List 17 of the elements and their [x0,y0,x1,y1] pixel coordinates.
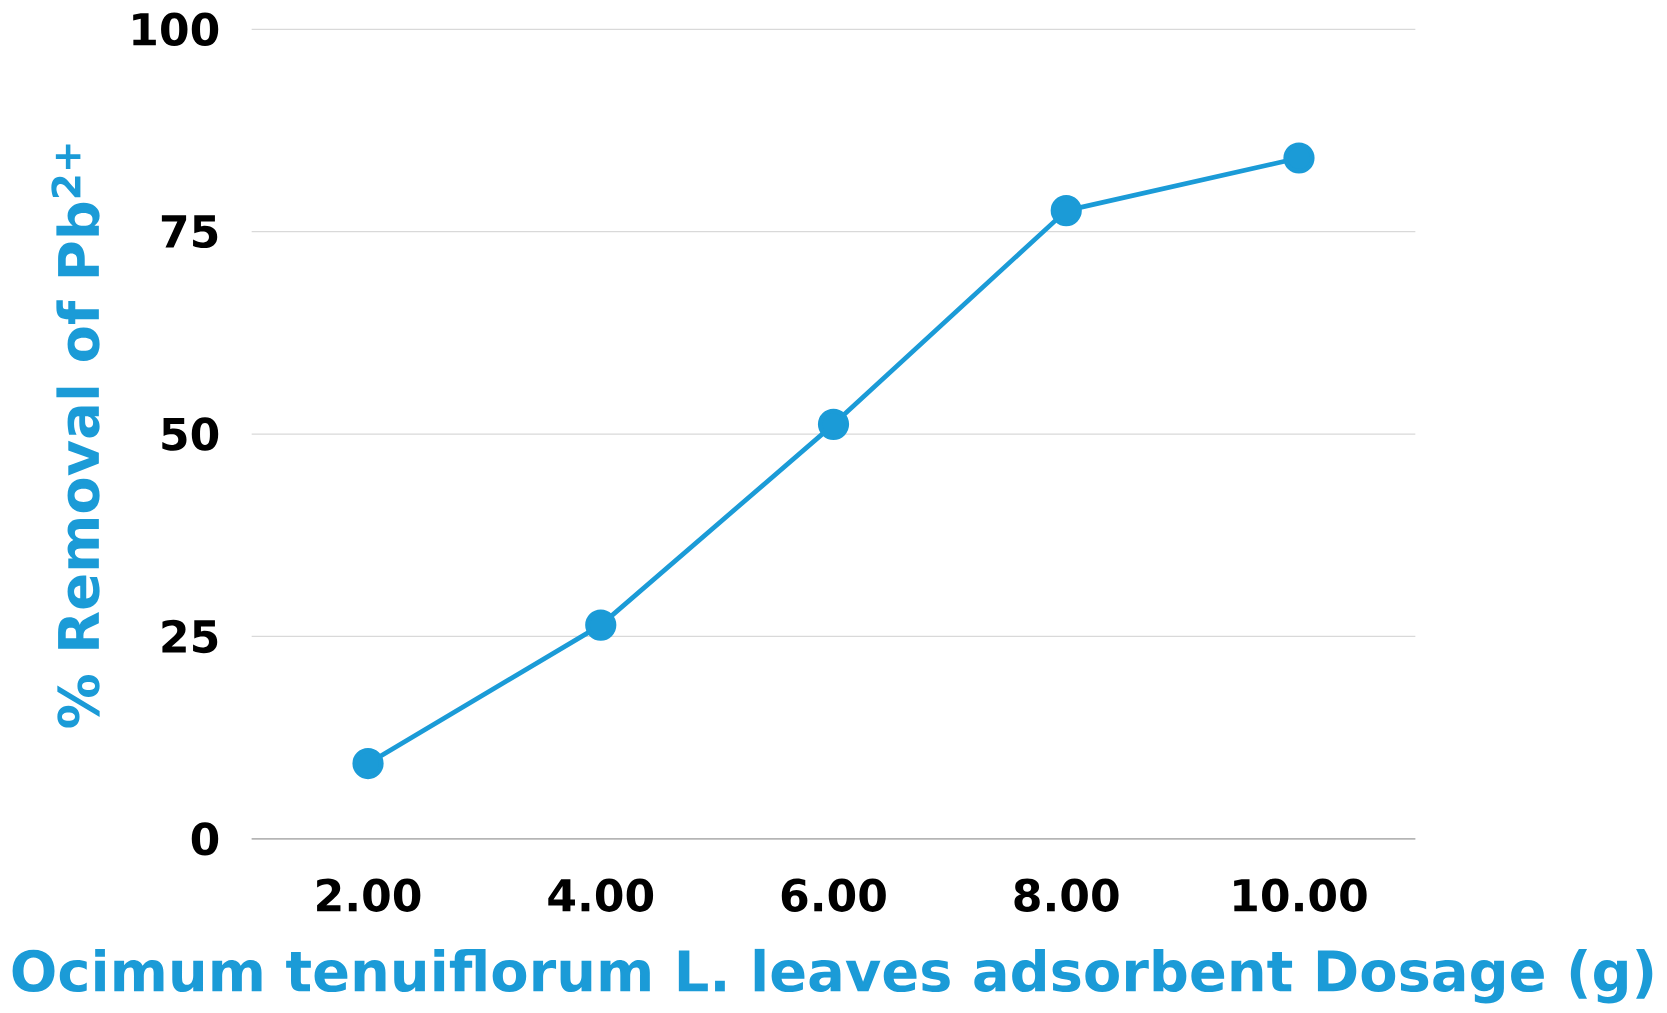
x-tick-label: 2.00 [317,878,421,912]
x-tick-label: 8.00 [1014,878,1119,912]
y-tick-label: 25 [162,619,218,654]
x-tick-label: 10.00 [1234,878,1367,912]
y-tick-label: 50 [162,417,219,451]
point [1050,194,1082,227]
point [352,747,384,780]
y-tick-label: 0 [191,822,219,856]
x-axis-title: Ocimum tenuiflorum L. leaves adsorbent Dosage (g) [12,948,1653,1004]
y-tick-label: 100 [133,12,219,46]
y-tick-label: 75 [161,215,218,248]
x-tick-label: 6.00 [781,878,886,912]
point [817,408,850,440]
point [1283,142,1315,174]
x-tick-label: 4.00 [548,878,654,912]
point [585,609,617,641]
y-axis-title: % Removal of Pb$^{2+}$ [51,144,100,728]
